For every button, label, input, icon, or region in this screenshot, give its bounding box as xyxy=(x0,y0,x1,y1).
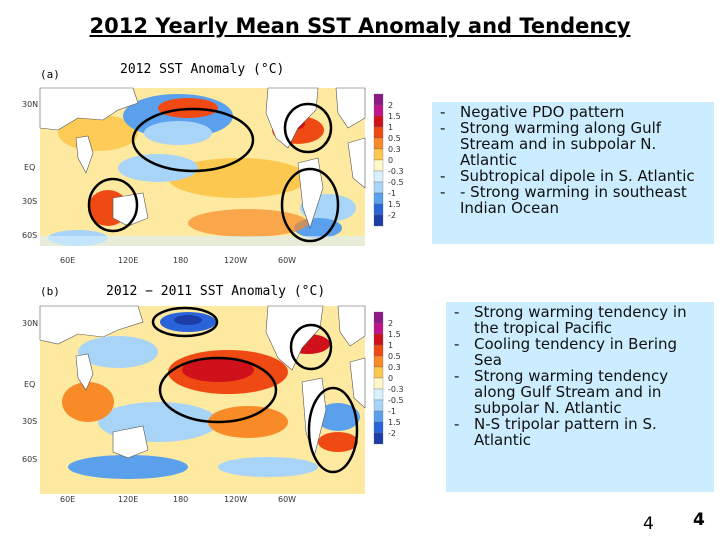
note-item: Strong warming along Gulf Stream and in … xyxy=(434,120,708,168)
lon-label: 60W xyxy=(278,495,296,504)
colorbar-swatch xyxy=(373,344,384,357)
lat-label: 30N xyxy=(22,319,38,328)
colorbar-swatch xyxy=(373,181,384,194)
lat-label: 30S xyxy=(22,197,37,206)
colorbar-tick-label: 0.3 xyxy=(388,145,401,154)
colorbar-swatch xyxy=(373,170,384,183)
colorbar-swatch xyxy=(373,159,384,172)
colorbar-tick-label: 1.5 xyxy=(388,200,401,209)
lon-label: 120W xyxy=(224,495,247,504)
colorbar-tick-label: 0 xyxy=(388,156,393,165)
colorbar-swatch xyxy=(373,192,384,205)
note-item: - Strong warming in southeast Indian Oce… xyxy=(434,184,708,216)
colorbar-a: 2 1.5 1 0.5 0.3 0 -0.3 -0.5 -1 1.5 -2 xyxy=(373,93,404,227)
colorbar-swatch xyxy=(373,104,384,117)
note-item: Subtropical dipole in S. Atlantic xyxy=(434,168,708,184)
colorbar-swatch xyxy=(373,377,384,390)
colorbar-tick-label: -0.5 xyxy=(388,396,404,405)
slide-title: 2012 Yearly Mean SST Anomaly and Tendenc… xyxy=(89,14,631,38)
lat-label: 30N xyxy=(22,100,38,109)
colorbar-swatch xyxy=(373,322,384,335)
colorbar-swatch xyxy=(373,355,384,368)
colorbar-tick-label: 1 xyxy=(388,123,393,132)
colorbar-swatch xyxy=(373,388,384,401)
colorbar-tick-label: -0.3 xyxy=(388,385,404,394)
colorbar-tick-label: 0.5 xyxy=(388,352,401,361)
colorbar-tick-label: 1.5 xyxy=(388,112,401,121)
lon-label: 180 xyxy=(173,495,188,504)
colorbar-tick-label: 0.3 xyxy=(388,363,401,372)
colorbar-tick-label: 0 xyxy=(388,374,393,383)
panel-label-a: (a) xyxy=(40,68,60,81)
colorbar-swatch xyxy=(373,214,384,227)
lat-label: EQ xyxy=(24,163,35,172)
map-panel-a: (a) 2012 SST Anomaly (°C) xyxy=(18,58,418,280)
colorbar-b: 2 1.5 1 0.5 0.3 0 -0.3 -0.5 -1 1.5 -2 xyxy=(373,311,404,445)
colorbar-swatch xyxy=(373,432,384,445)
page-number-inner: 4 xyxy=(643,514,654,534)
note-item: Strong warming tendency in the tropical … xyxy=(448,304,708,336)
colorbar-tick-label: 2 xyxy=(388,319,393,328)
note-item: Negative PDO pattern xyxy=(434,104,708,120)
colorbar-tick-label: 1.5 xyxy=(388,330,401,339)
colorbar-swatch xyxy=(373,421,384,434)
note-item: Strong warming tendency along Gulf Strea… xyxy=(448,368,708,416)
colorbar-swatch xyxy=(373,93,384,106)
land-a xyxy=(39,87,366,229)
lon-label: 60E xyxy=(60,256,75,265)
colorbar-swatch xyxy=(373,115,384,128)
note-item: Cooling tendency in Bering Sea xyxy=(448,336,708,368)
note-item: N-S tripolar pattern in S. Atlantic xyxy=(448,416,708,448)
colorbar-swatch xyxy=(373,333,384,346)
map-panel-b: (b) 2012 − 2011 SST Anomaly (°C) xyxy=(18,282,418,504)
colorbar-swatch xyxy=(373,126,384,139)
colorbar-swatch xyxy=(373,137,384,150)
colorbar-tick-label: 1 xyxy=(388,341,393,350)
colorbar-tick-label: -2 xyxy=(388,429,396,438)
sst-tendency-map-b: (b) 2012 − 2011 SST Anomaly (°C) xyxy=(18,282,418,504)
map-title-b: 2012 − 2011 SST Anomaly (°C) xyxy=(106,284,325,299)
notes-box-b: Strong warming tendency in the tropical … xyxy=(446,302,714,492)
lon-label: 120W xyxy=(224,256,247,265)
colorbar-swatch xyxy=(373,399,384,412)
colorbar-tick-label: -0.5 xyxy=(388,178,404,187)
lon-label: 60W xyxy=(278,256,296,265)
lat-label: EQ xyxy=(24,380,35,389)
highlight-ellipses-a xyxy=(87,102,340,243)
lat-label: 60S xyxy=(22,231,37,240)
lon-label: 120E xyxy=(118,256,138,265)
colorbar-swatch xyxy=(373,203,384,216)
lat-label: 60S xyxy=(22,455,37,464)
highlight-ellipses-b xyxy=(151,306,359,474)
colorbar-tick-label: -1 xyxy=(388,407,396,416)
sst-anomaly-map-a: (a) 2012 SST Anomaly (°C) xyxy=(18,58,418,280)
colorbar-tick-label: 2 xyxy=(388,101,393,110)
colorbar-tick-label: -2 xyxy=(388,211,396,220)
panel-label-b: (b) xyxy=(40,285,60,298)
colorbar-swatch xyxy=(373,311,384,324)
land-b xyxy=(39,305,366,459)
notes-box-a: Negative PDO pattern Strong warming alon… xyxy=(432,102,714,244)
page-number-outer: 4 xyxy=(693,510,705,530)
colorbar-tick-label: -0.3 xyxy=(388,167,404,176)
lat-label: 30S xyxy=(22,417,37,426)
lon-label: 180 xyxy=(173,256,188,265)
colorbar-tick-label: 1.5 xyxy=(388,418,401,427)
lon-label: 120E xyxy=(118,495,138,504)
colorbar-swatch xyxy=(373,366,384,379)
map-title-a: 2012 SST Anomaly (°C) xyxy=(120,62,284,77)
colorbar-tick-label: 0.5 xyxy=(388,134,401,143)
lon-label: 60E xyxy=(60,495,75,504)
colorbar-swatch xyxy=(373,148,384,161)
colorbar-swatch xyxy=(373,410,384,423)
colorbar-tick-label: -1 xyxy=(388,189,396,198)
